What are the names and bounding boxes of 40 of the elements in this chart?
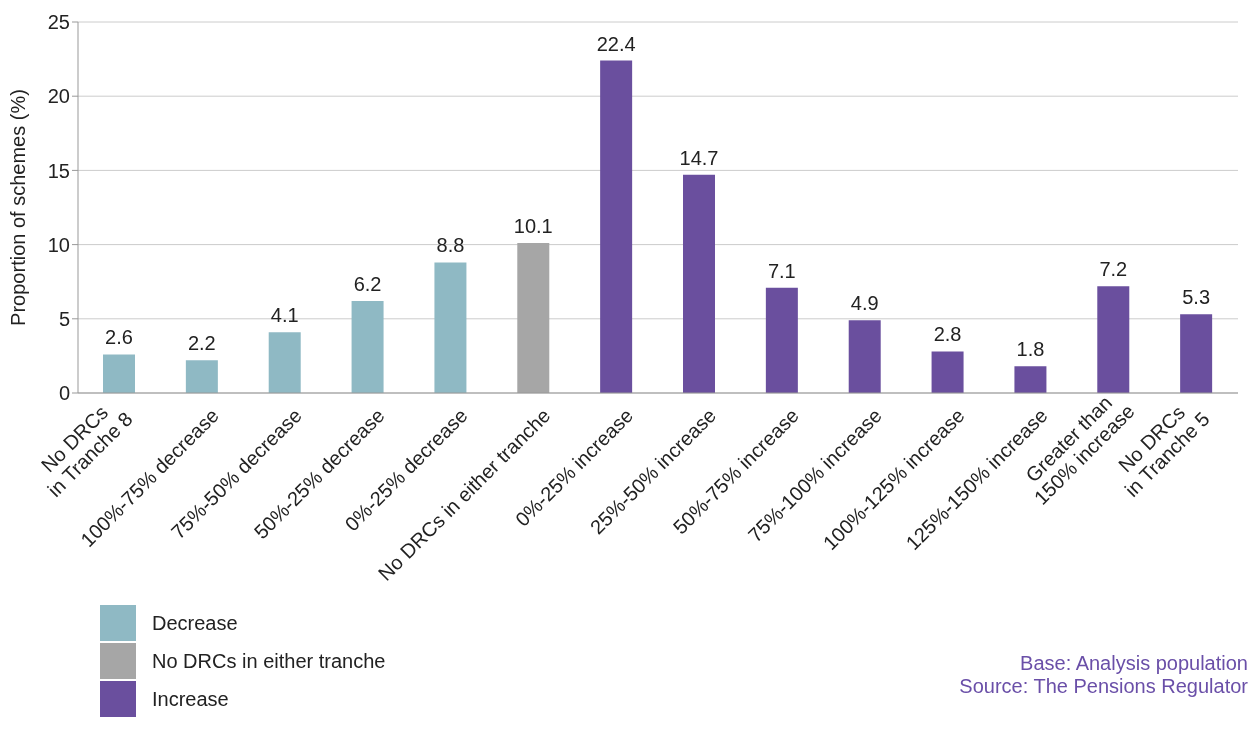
bar (683, 174, 715, 393)
bar (600, 60, 633, 393)
bar (185, 360, 218, 393)
bar (517, 243, 550, 393)
y-tick-label: 10 (47, 233, 70, 256)
bar (1097, 286, 1130, 393)
legend-label: Increase (152, 687, 229, 711)
data-label: 7.1 (767, 259, 796, 282)
data-label: 14.7 (679, 146, 719, 169)
bar (848, 320, 881, 393)
bar (931, 351, 964, 393)
bar (103, 354, 135, 393)
text: Base: Analysis population (1019, 652, 1248, 675)
data-label: 2.2 (187, 332, 216, 355)
bar (268, 332, 301, 393)
data-label: 4.9 (850, 292, 879, 315)
legend-label: No DRCs in either tranche (152, 649, 386, 673)
data-label: 6.2 (353, 272, 382, 295)
y-tick-label: 15 (47, 159, 70, 182)
data-label: 2.6 (105, 326, 133, 349)
bar (1180, 314, 1213, 393)
data-label: 1.8 (1016, 338, 1045, 361)
data-label: 8.8 (436, 234, 465, 257)
data-label: 10.1 (513, 215, 553, 238)
bar (351, 300, 384, 393)
data-label: 22.4 (596, 32, 636, 55)
y-axis-title: Proportion of schemes (%) (7, 89, 30, 326)
bar (434, 262, 467, 393)
data-label: 2.8 (933, 323, 962, 346)
data-label: 7.2 (1099, 258, 1128, 281)
data-label: 4.1 (270, 304, 299, 327)
data-label: 5.3 (1182, 286, 1211, 309)
source-note: Source: The Pensions Regulator (959, 675, 1248, 698)
y-tick-label: 25 (47, 11, 70, 34)
y-tick-label: 5 (58, 307, 70, 330)
bar (1014, 366, 1047, 393)
bar (765, 287, 798, 393)
y-tick-label: 20 (47, 85, 70, 108)
legend-label: Decrease (152, 611, 238, 635)
y-tick-label: 0 (58, 382, 70, 405)
